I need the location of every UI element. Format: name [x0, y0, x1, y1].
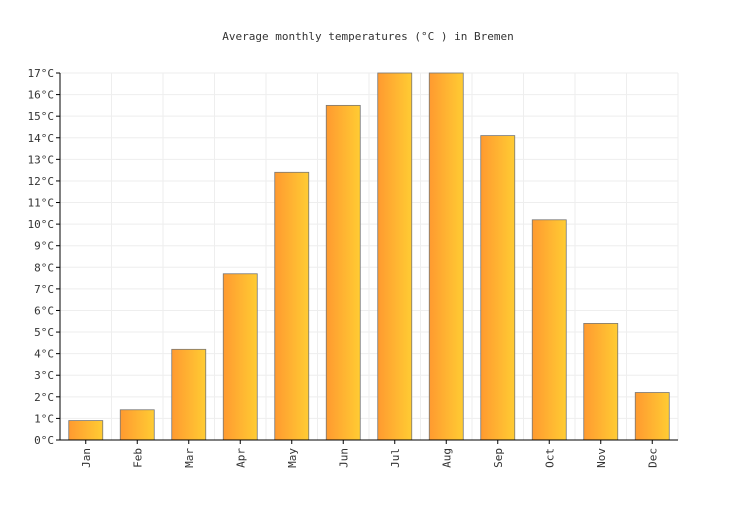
y-tick-label: 13°C	[28, 153, 55, 166]
y-tick-label: 1°C	[34, 412, 54, 425]
y-tick-label: 6°C	[34, 304, 54, 317]
x-tick-label: Mar	[183, 448, 196, 468]
x-tick-label: Nov	[595, 448, 608, 468]
y-tick-label: 4°C	[34, 348, 54, 361]
x-tick-label: Jun	[337, 448, 350, 468]
bar-mar	[171, 348, 207, 441]
y-tick-label: 15°C	[28, 110, 55, 123]
chart-title: Average monthly temperatures (°C ) in Br…	[222, 30, 513, 43]
y-tick-label: 14°C	[28, 132, 55, 145]
x-tick-label: Sep	[492, 448, 505, 468]
bar-sep	[480, 135, 516, 441]
grid	[59, 72, 679, 441]
x-tick-label: Dec	[646, 448, 659, 468]
y-tick-label: 7°C	[34, 283, 54, 296]
x-tick-label: Apr	[234, 448, 247, 468]
y-tick-label: 12°C	[28, 175, 55, 188]
x-tick-label: Jul	[389, 448, 402, 468]
y-tick-label: 9°C	[34, 240, 54, 253]
bars	[68, 72, 670, 441]
y-tick-label: 10°C	[28, 218, 55, 231]
bar-jan	[68, 420, 104, 441]
x-tick-label: May	[286, 448, 299, 468]
x-tick-label: Oct	[543, 448, 556, 468]
y-tick-label: 16°C	[28, 89, 55, 102]
bar-dec	[634, 392, 670, 441]
bar-nov	[583, 323, 619, 441]
y-tick-label: 17°C	[28, 67, 55, 80]
bar-may	[274, 171, 310, 441]
x-tick-label: Aug	[440, 448, 453, 468]
bar-jun	[325, 104, 361, 441]
x-tick-labels: Jan Feb Mar Apr May Jun Jul Aug Sep Oct Nov Dec	[80, 448, 660, 468]
y-tick-label: 8°C	[34, 261, 54, 274]
y-tick-label: 11°C	[28, 197, 55, 210]
bar-feb	[119, 409, 155, 441]
y-tick-label: 0°C	[34, 434, 54, 447]
y-tick-label: 2°C	[34, 391, 54, 404]
bar-jul	[377, 72, 413, 441]
y-tick-labels: 0°C 1°C 2°C 3°C 4°C 5°C 6°C 7°C 8°C 9°C 10°C 11°C 12…	[28, 67, 55, 447]
bar-apr	[222, 273, 258, 441]
x-tick-label: Feb	[131, 448, 144, 468]
bar-oct	[531, 219, 567, 441]
axes	[56, 72, 678, 444]
y-tick-label: 3°C	[34, 369, 54, 382]
y-tick-label: 5°C	[34, 326, 54, 339]
bar-aug	[428, 72, 464, 441]
x-tick-label: Jan	[80, 448, 93, 468]
